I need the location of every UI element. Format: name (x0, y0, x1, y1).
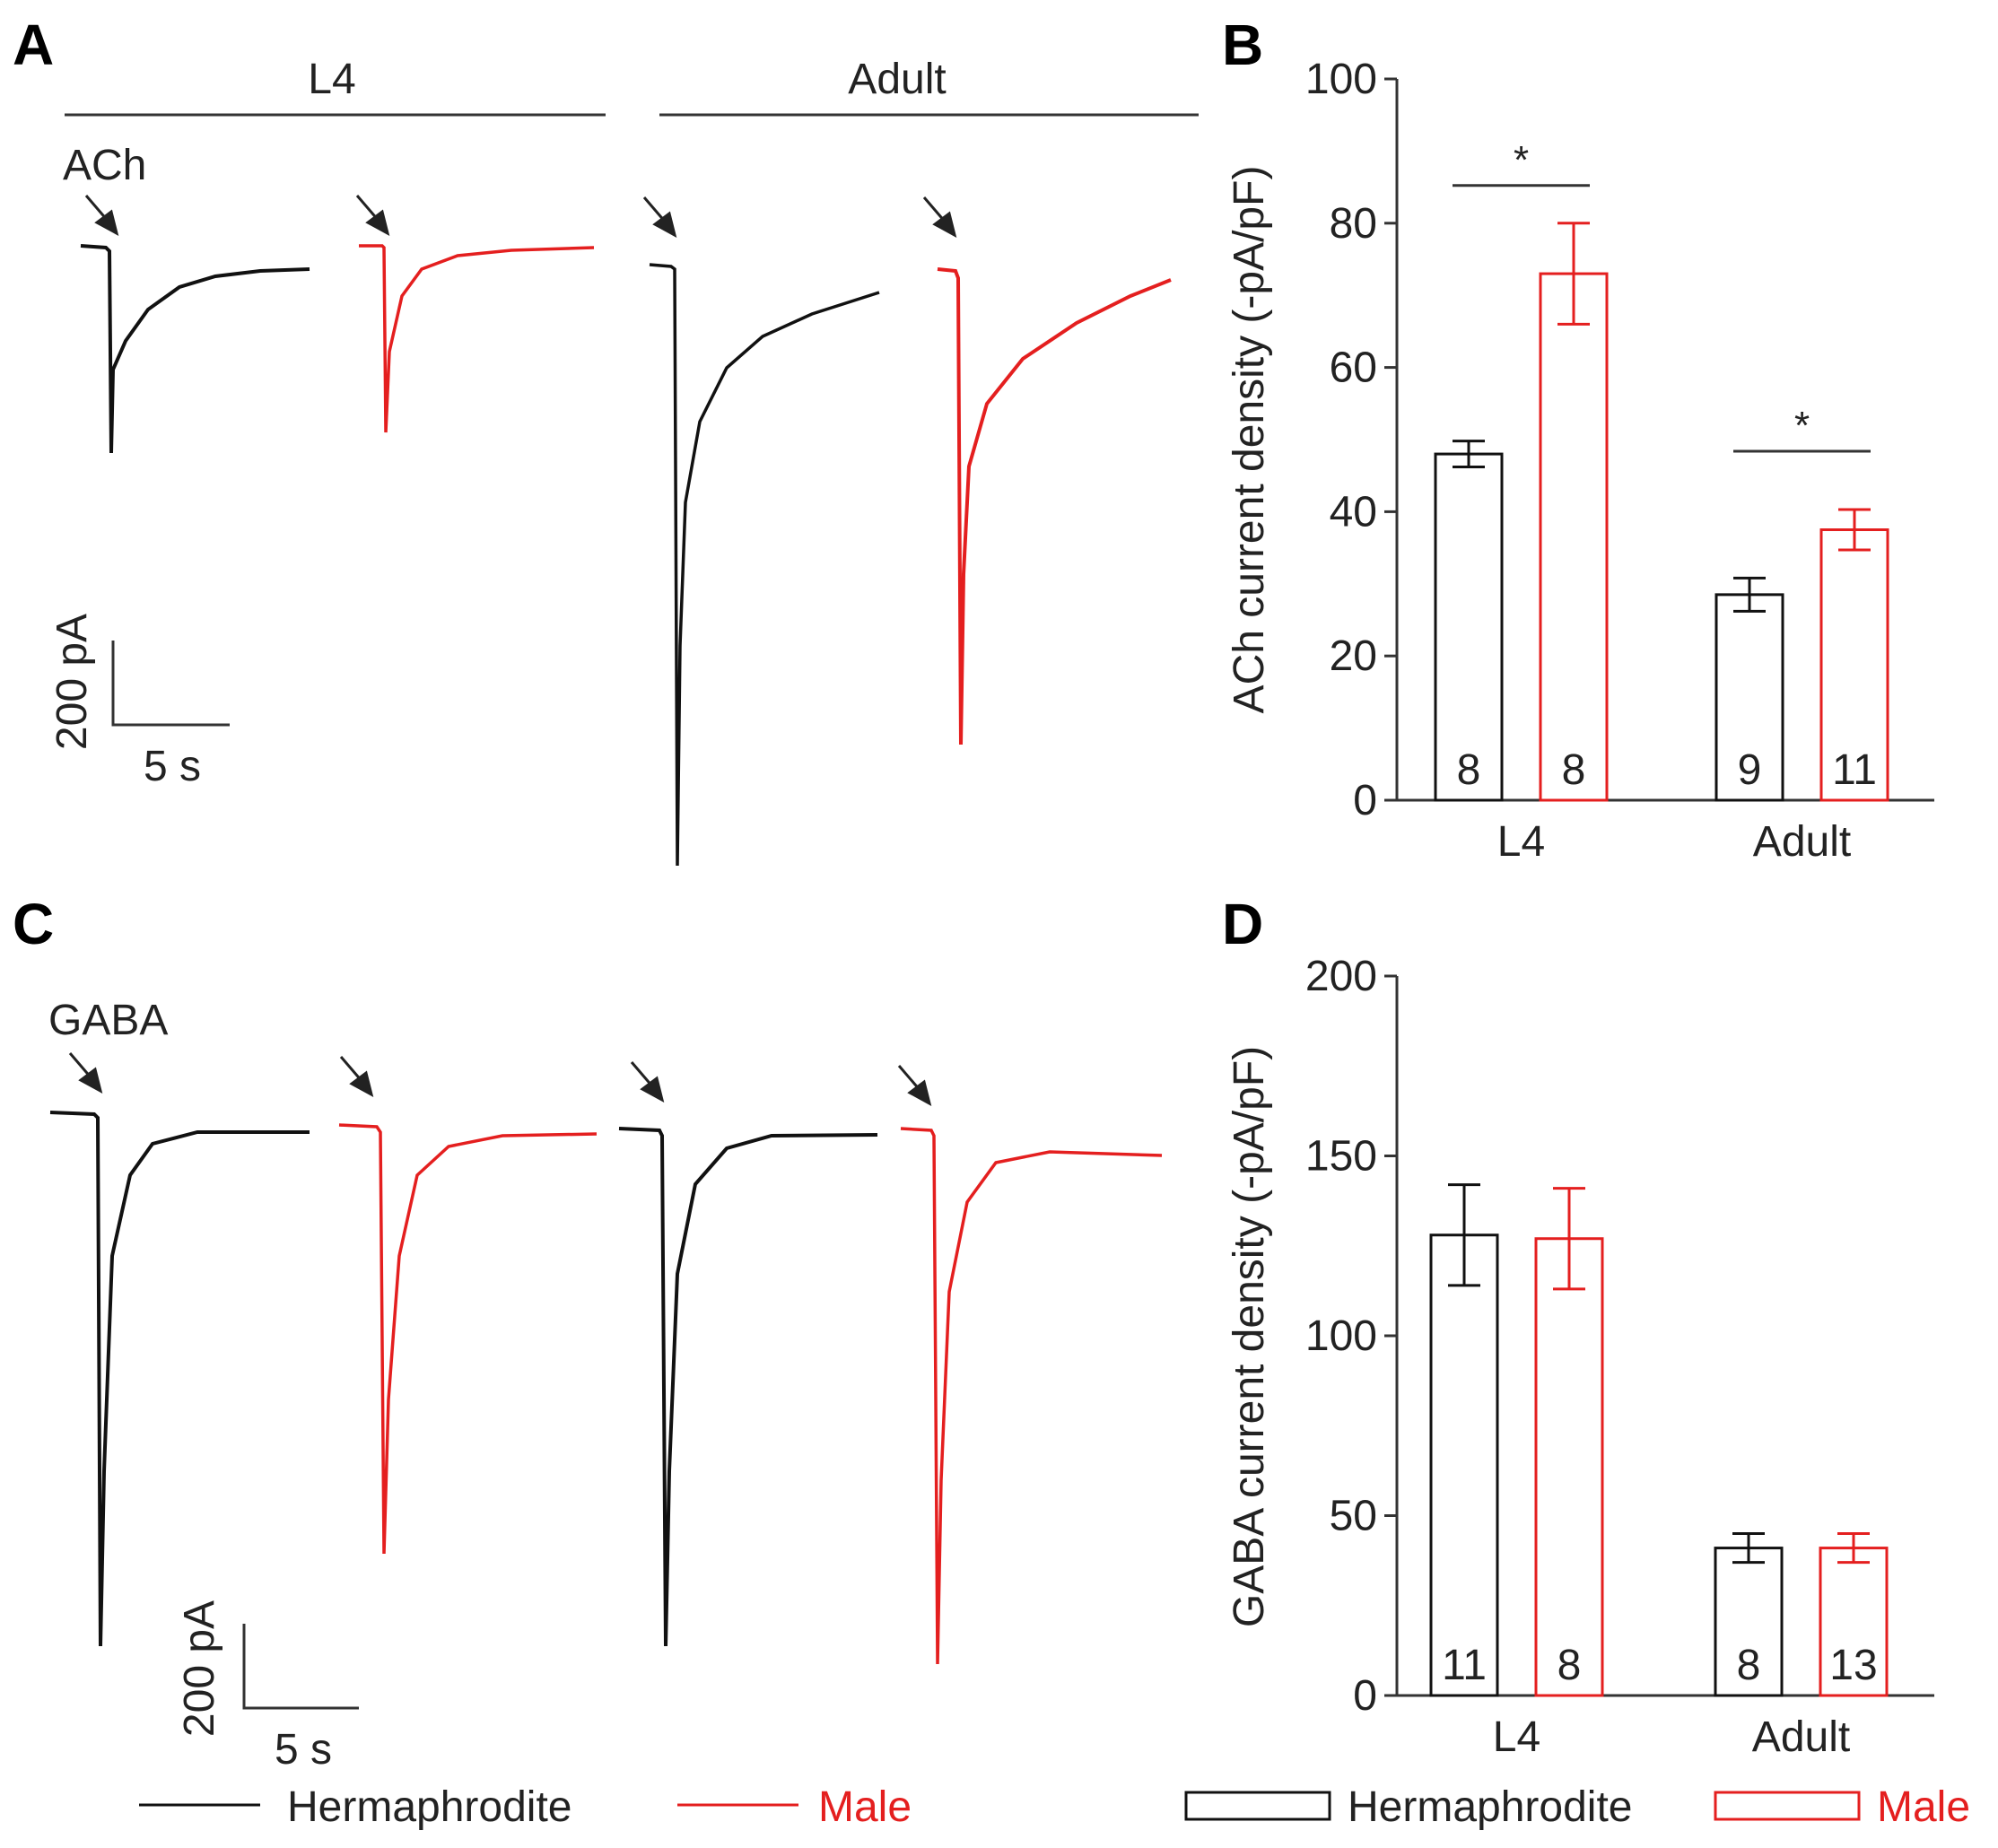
sample-size-label: 11 (1442, 1642, 1487, 1689)
panel-c: C GABA 200 pA 5 s (13, 892, 1163, 1774)
legend-male-swatch (1714, 1791, 1861, 1821)
x-tick-label: L4 (1497, 818, 1545, 866)
group-adult-label: Adult (848, 56, 946, 103)
chart-ach: B ACh current density (-pA/pF) 020406080… (1222, 13, 1934, 866)
sample-size-label: 8 (1737, 1642, 1761, 1689)
y-tick-label: 150 (1305, 1133, 1377, 1181)
scale-bar-time-label: 5 s (144, 743, 201, 790)
panel-a: A L4 Adult ACh 200 pA 5 s (13, 13, 1199, 867)
y-axis-label: GABA current density (-pA/pF) (1226, 1046, 1273, 1627)
trace-ach-adult-male (937, 267, 1172, 745)
legend-hermaphrodite-label: Hermaphrodite (287, 1783, 571, 1831)
trace-gaba-l4-hermaphrodite (49, 1111, 310, 1647)
y-tick-label: 60 (1330, 344, 1377, 392)
trace-gaba-adult-hermaphrodite (618, 1127, 878, 1647)
y-tick-label: 100 (1305, 1312, 1377, 1360)
y-axis-label: ACh current density (-pA/pF) (1226, 166, 1273, 714)
legend-male-label: Male (818, 1783, 912, 1831)
bar (1819, 1547, 1889, 1697)
gaba-label: GABA (48, 997, 168, 1044)
arrow-icon (68, 1052, 932, 1106)
y-tick-label: 40 (1330, 488, 1377, 536)
sample-size-label: 9 (1738, 746, 1762, 794)
trace-ach-l4-hermaphrodite (80, 244, 310, 454)
y-tick-label: 200 (1305, 953, 1377, 1000)
panel-c-letter: C (13, 892, 54, 956)
chart-gaba: D GABA current density (-pA/pF) 0 50 100 15… (1222, 892, 1934, 1761)
panel-d-letter: D (1222, 892, 1263, 956)
legend-bars: Hermaphrodite Male (1184, 1783, 1970, 1831)
y-tick-label: 0 (1353, 777, 1377, 824)
x-tick-label: Adult (1753, 818, 1851, 866)
y-ticks: 0 20 40 60 80 100 (1305, 56, 1397, 824)
y-tick-label: 0 (1353, 1672, 1377, 1720)
arrow-icon (84, 195, 957, 238)
legend-hermaphrodite-label: Hermaphrodite (1348, 1783, 1632, 1831)
panel-b-letter: B (1222, 13, 1263, 77)
x-tick-label: L4 (1493, 1713, 1540, 1761)
sample-size-label: 8 (1562, 746, 1586, 794)
y-tick-label: 100 (1305, 56, 1377, 103)
sample-size-label: 11 (1832, 746, 1877, 794)
sample-size-label: 8 (1557, 1642, 1582, 1689)
x-tick-labels: L4 Adult (1497, 818, 1851, 866)
sample-size-label: 8 (1457, 746, 1481, 794)
bars: 11 8 8 13 (1429, 1183, 1889, 1697)
bar (1819, 528, 1889, 802)
scale-bar-current-label: 200 pA (176, 1600, 223, 1737)
bar (1714, 1547, 1784, 1697)
scale-bar: 200 pA 5 s (48, 614, 230, 790)
legend-traces: Hermaphrodite Male (139, 1783, 912, 1831)
y-tick-label: 80 (1330, 200, 1377, 248)
scale-bar-time-label: 5 s (275, 1726, 332, 1774)
bar (1534, 1237, 1604, 1697)
trace-ach-adult-hermaphrodite (649, 263, 880, 867)
bar (1539, 272, 1609, 802)
ach-label: ACh (63, 142, 146, 189)
legend-hermaphrodite-swatch (1184, 1791, 1331, 1821)
sample-size-label: 13 (1829, 1642, 1877, 1689)
trace-gaba-l4-male (338, 1123, 598, 1555)
x-tick-label: Adult (1752, 1713, 1850, 1761)
significance-star: * (1794, 404, 1810, 448)
bar (1429, 1233, 1499, 1697)
bar (1714, 593, 1784, 802)
x-tick-labels: L4 Adult (1493, 1713, 1850, 1761)
scale-bar: 200 pA 5 s (176, 1600, 359, 1774)
legend-male-label: Male (1877, 1783, 1970, 1831)
y-ticks: 0 50 100 150 200 (1305, 953, 1397, 1720)
panel-a-letter: A (13, 13, 54, 77)
significance-star: * (1514, 138, 1529, 182)
y-tick-label: 20 (1330, 632, 1377, 680)
scale-bar-current-label: 200 pA (48, 614, 96, 750)
y-tick-label: 50 (1330, 1493, 1377, 1540)
trace-ach-l4-male (359, 244, 595, 433)
group-l4-label: L4 (308, 56, 355, 103)
bars: 8 8 * 9 11 * (1434, 138, 1889, 802)
trace-gaba-adult-male (900, 1127, 1163, 1665)
